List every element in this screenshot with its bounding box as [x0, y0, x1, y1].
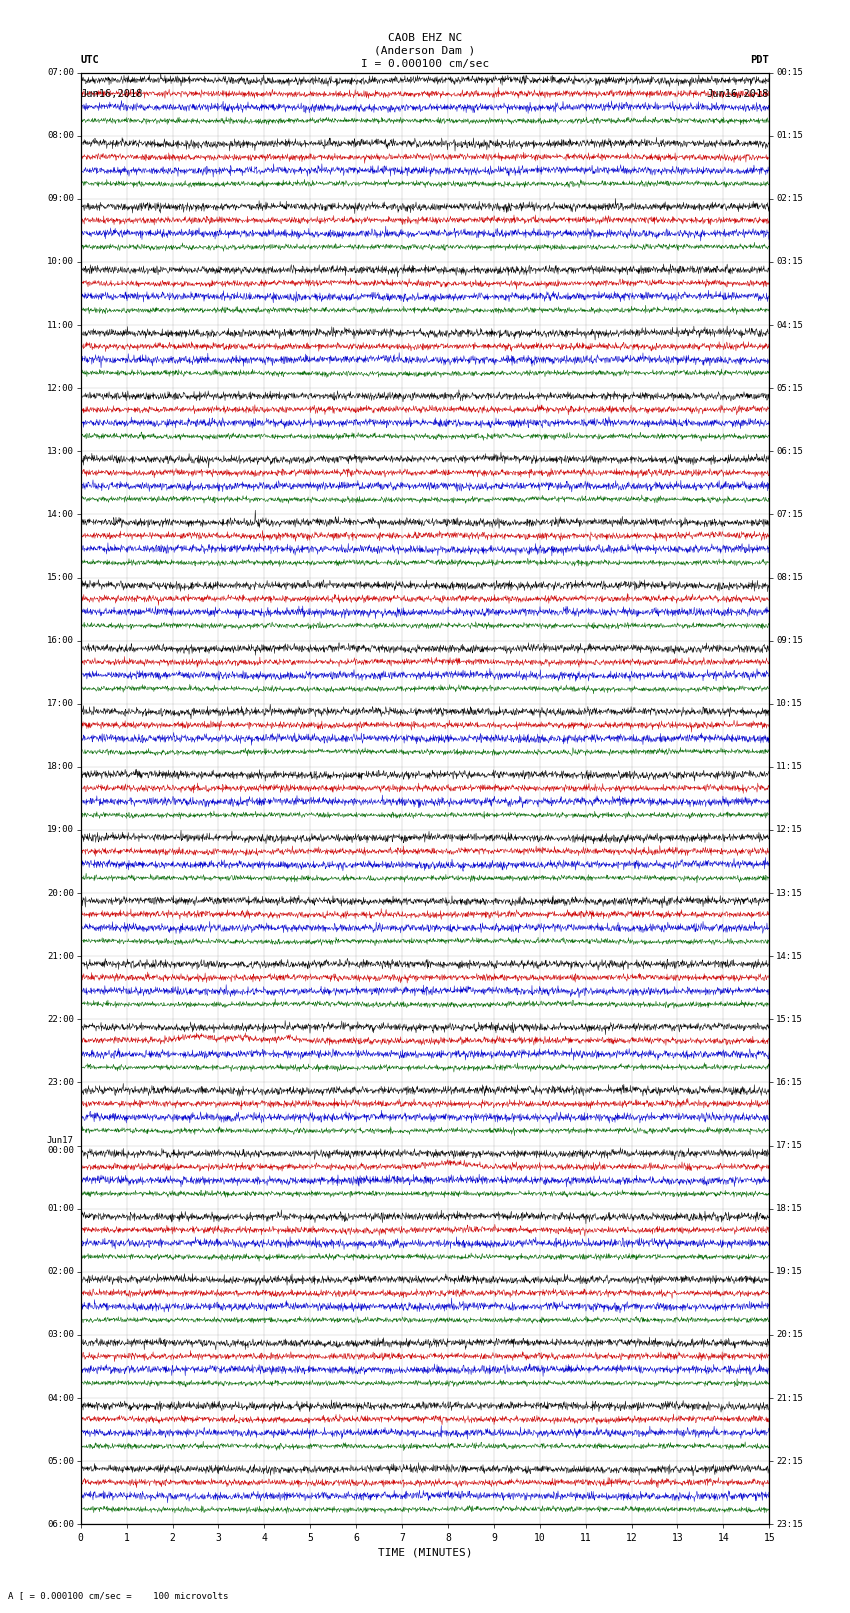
X-axis label: TIME (MINUTES): TIME (MINUTES) — [377, 1547, 473, 1558]
Text: Jun16,2018: Jun16,2018 — [706, 89, 769, 98]
Title: CAOB EHZ NC
(Anderson Dam )
I = 0.000100 cm/sec: CAOB EHZ NC (Anderson Dam ) I = 0.000100… — [361, 32, 489, 69]
Text: A [ = 0.000100 cm/sec =    100 microvolts: A [ = 0.000100 cm/sec = 100 microvolts — [8, 1590, 229, 1600]
Text: UTC: UTC — [81, 55, 99, 65]
Text: PDT: PDT — [751, 55, 769, 65]
Text: Jun16,2018: Jun16,2018 — [81, 89, 144, 98]
